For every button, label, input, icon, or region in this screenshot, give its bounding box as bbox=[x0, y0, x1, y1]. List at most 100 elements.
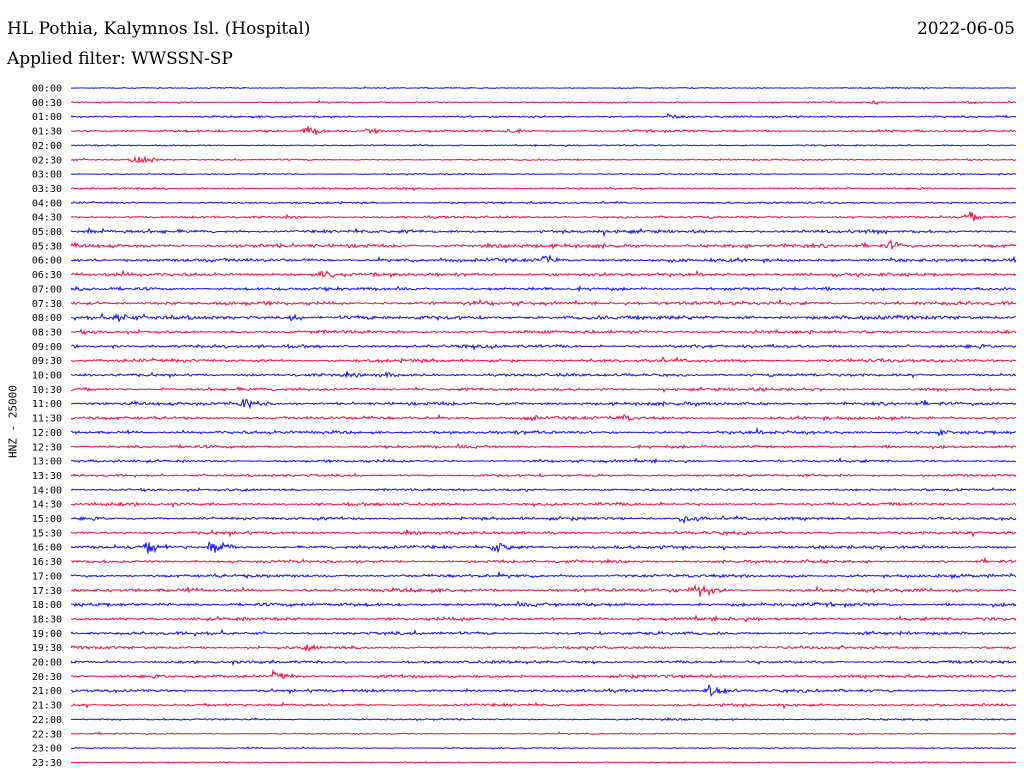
row-time-label: 09:30 bbox=[32, 356, 62, 367]
row-time-label: 09:00 bbox=[32, 342, 62, 353]
trace-line bbox=[70, 99, 1017, 106]
trace-line bbox=[70, 583, 1017, 597]
row-time-label: 16:30 bbox=[32, 557, 62, 568]
trace-line bbox=[70, 269, 1017, 279]
row-time-label: 00:00 bbox=[32, 84, 62, 95]
row-time-label: 15:00 bbox=[32, 514, 62, 525]
row-time-label: 14:00 bbox=[32, 485, 62, 496]
row-time-label: 12:30 bbox=[32, 442, 62, 453]
station-title: HL Pothia, Kalymnos Isl. (Hospital) bbox=[7, 19, 311, 39]
trace-line bbox=[70, 628, 1017, 638]
row-time-label: 05:30 bbox=[32, 241, 62, 252]
trace-line bbox=[70, 668, 1017, 680]
trace-line bbox=[70, 285, 1017, 293]
trace-line bbox=[70, 227, 1017, 238]
trace-line bbox=[70, 200, 1017, 205]
trace-line bbox=[70, 328, 1017, 336]
row-time-label: 15:30 bbox=[32, 528, 62, 539]
trace-line bbox=[70, 356, 1017, 364]
trace-line bbox=[70, 456, 1017, 465]
trace-line bbox=[70, 540, 1017, 554]
row-time-label: 03:00 bbox=[32, 170, 62, 181]
trace-line bbox=[70, 426, 1017, 437]
trace-line bbox=[70, 731, 1017, 736]
row-time-label: 18:30 bbox=[32, 614, 62, 625]
row-time-label: 21:30 bbox=[32, 701, 62, 712]
trace-line bbox=[70, 143, 1017, 148]
trace-line bbox=[70, 761, 1017, 764]
row-time-label: 18:00 bbox=[32, 600, 62, 611]
trace-line bbox=[70, 683, 1017, 698]
trace-line bbox=[70, 746, 1017, 750]
row-time-label: 22:00 bbox=[32, 715, 62, 726]
row-time-label: 10:00 bbox=[32, 371, 62, 382]
trace-line bbox=[70, 371, 1017, 379]
row-time-label: 02:00 bbox=[32, 141, 62, 152]
trace-line bbox=[70, 486, 1017, 493]
row-time-label: 03:30 bbox=[32, 184, 62, 195]
row-time-label: 23:30 bbox=[32, 758, 62, 769]
trace-line bbox=[70, 253, 1017, 264]
trace-line bbox=[70, 529, 1017, 538]
trace-line bbox=[70, 211, 1017, 222]
row-time-label: 17:30 bbox=[32, 586, 62, 597]
row-time-label: 02:30 bbox=[32, 155, 62, 166]
trace-line bbox=[70, 413, 1017, 423]
trace-line bbox=[70, 155, 1017, 164]
trace-line bbox=[70, 125, 1017, 135]
trace-line bbox=[70, 312, 1017, 323]
row-time-label: 22:30 bbox=[32, 729, 62, 740]
row-time-label: 21:00 bbox=[32, 686, 62, 697]
row-time-label: 07:30 bbox=[32, 299, 62, 310]
trace-line bbox=[70, 343, 1017, 352]
trace-line bbox=[70, 238, 1017, 250]
row-time-label: 17:00 bbox=[32, 571, 62, 582]
trace-line bbox=[70, 386, 1017, 394]
trace-line bbox=[70, 556, 1017, 565]
row-time-label: 19:30 bbox=[32, 643, 62, 654]
row-time-label: 08:30 bbox=[32, 327, 62, 338]
row-time-label: 19:00 bbox=[32, 629, 62, 640]
trace-line bbox=[70, 600, 1017, 609]
trace-line bbox=[71, 86, 1017, 90]
trace-line bbox=[70, 172, 1017, 177]
row-time-label: 20:30 bbox=[32, 672, 62, 683]
row-time-label: 11:00 bbox=[32, 399, 62, 410]
trace-line bbox=[70, 514, 1017, 524]
row-time-label: 01:00 bbox=[32, 112, 62, 123]
filter-label: Applied filter: WWSSN-SP bbox=[7, 49, 233, 69]
trace-line bbox=[70, 643, 1017, 653]
trace-line bbox=[70, 472, 1017, 478]
record-date: 2022-06-05 bbox=[916, 19, 1015, 39]
row-time-label: 20:00 bbox=[32, 658, 62, 669]
row-time-label: 05:00 bbox=[32, 227, 62, 238]
trace-line bbox=[70, 571, 1017, 580]
row-time-label: 13:00 bbox=[32, 457, 62, 468]
trace-line bbox=[70, 701, 1017, 710]
trace-line bbox=[70, 112, 1017, 119]
row-time-label: 08:00 bbox=[32, 313, 62, 324]
trace-line bbox=[70, 614, 1017, 623]
row-time-label: 16:00 bbox=[32, 543, 62, 554]
row-time-label: 00:30 bbox=[32, 98, 62, 109]
row-time-label: 04:00 bbox=[32, 198, 62, 209]
trace-line bbox=[70, 443, 1017, 450]
row-time-label: 07:00 bbox=[32, 284, 62, 295]
trace-line bbox=[70, 501, 1017, 509]
row-time-label: 14:30 bbox=[32, 500, 62, 511]
row-time-label: 06:30 bbox=[32, 270, 62, 281]
row-time-label: 23:00 bbox=[32, 744, 62, 755]
trace-line bbox=[70, 716, 1017, 722]
row-time-label: 12:00 bbox=[32, 428, 62, 439]
row-time-label: 06:00 bbox=[32, 256, 62, 267]
row-time-label: 04:30 bbox=[32, 213, 62, 224]
trace-line bbox=[70, 399, 1017, 410]
row-time-label: 10:30 bbox=[32, 385, 62, 396]
trace-line bbox=[70, 658, 1017, 667]
row-time-label: 01:30 bbox=[32, 127, 62, 138]
trace-line bbox=[70, 297, 1017, 307]
row-time-label: 11:30 bbox=[32, 414, 62, 425]
trace-line bbox=[70, 186, 1017, 192]
row-time-label: 13:30 bbox=[32, 471, 62, 482]
